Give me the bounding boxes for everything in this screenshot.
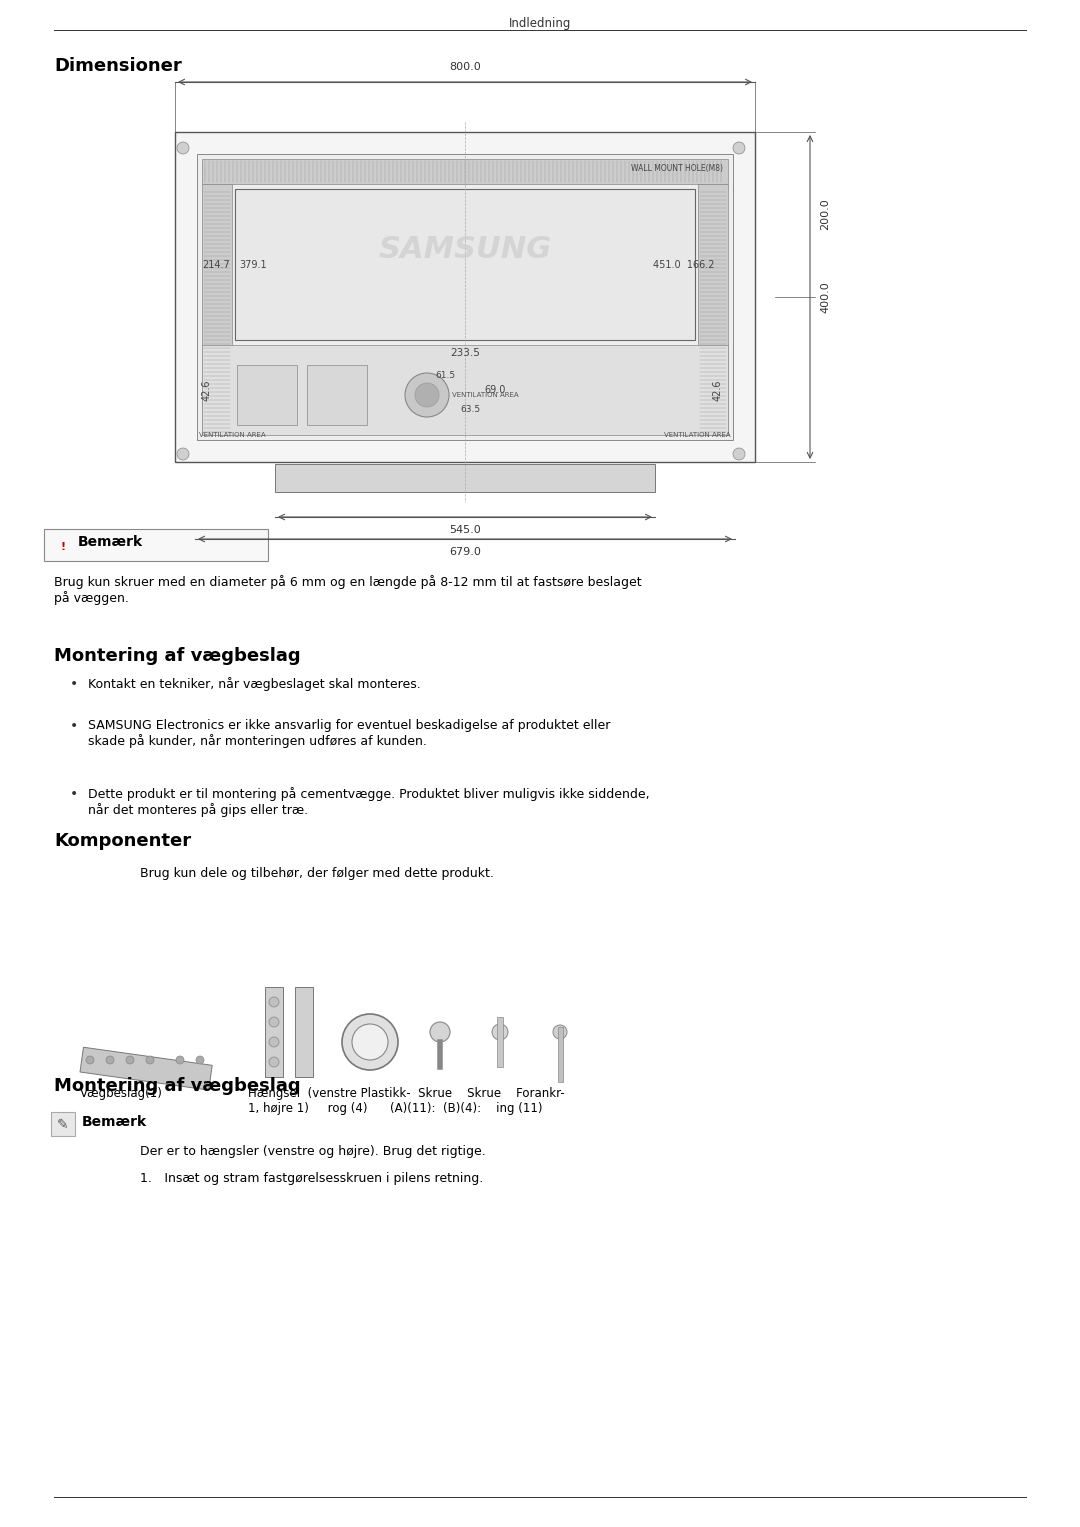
- Text: !: !: [60, 542, 66, 551]
- Circle shape: [195, 1057, 204, 1064]
- Circle shape: [492, 1025, 508, 1040]
- Text: •: •: [70, 786, 78, 802]
- Text: 42.6: 42.6: [202, 379, 212, 400]
- Bar: [275, 464, 654, 492]
- Circle shape: [269, 1057, 279, 1067]
- Bar: [197, 154, 733, 440]
- Text: Montering af vægbeslag: Montering af vægbeslag: [54, 1077, 300, 1095]
- Circle shape: [176, 1057, 184, 1064]
- Circle shape: [430, 1022, 450, 1041]
- Bar: [698, 183, 728, 435]
- Bar: [265, 986, 283, 1077]
- Circle shape: [126, 1057, 134, 1064]
- Text: 451.0  166.2: 451.0 166.2: [653, 260, 715, 269]
- Text: Kontakt en tekniker, når vægbeslaget skal monteres.: Kontakt en tekniker, når vægbeslaget ska…: [87, 676, 421, 692]
- Text: 679.0: 679.0: [449, 547, 481, 557]
- Bar: [202, 183, 232, 435]
- Circle shape: [733, 142, 745, 154]
- FancyBboxPatch shape: [44, 528, 268, 560]
- Text: 400.0: 400.0: [820, 281, 831, 313]
- Text: SAMSUNG Electronics er ikke ansvarlig for eventuel beskadigelse af produktet ell: SAMSUNG Electronics er ikke ansvarlig fo…: [87, 719, 610, 748]
- Text: •: •: [70, 719, 78, 733]
- Text: Der er to hængsler (venstre og højre). Brug det rigtige.: Der er to hængsler (venstre og højre). B…: [140, 1145, 486, 1157]
- Text: Brug kun skruer med en diameter på 6 mm og en længde på 8-12 mm til at fastsøre : Brug kun skruer med en diameter på 6 mm …: [54, 576, 642, 605]
- Bar: [80, 1048, 212, 1090]
- Text: Bemærk: Bemærk: [78, 534, 144, 550]
- Text: Brug kun dele og tilbehør, der følger med dette produkt.: Brug kun dele og tilbehør, der følger me…: [140, 867, 494, 880]
- Text: VENTILATION AREA: VENTILATION AREA: [199, 432, 266, 438]
- Text: WALL MOUNT HOLE(M8): WALL MOUNT HOLE(M8): [631, 163, 723, 173]
- Text: Indledning: Indledning: [509, 17, 571, 31]
- Text: 545.0: 545.0: [449, 525, 481, 534]
- Circle shape: [269, 1037, 279, 1048]
- Circle shape: [733, 447, 745, 460]
- Text: 200.0: 200.0: [820, 199, 831, 231]
- FancyBboxPatch shape: [51, 1112, 75, 1136]
- Bar: [202, 345, 728, 435]
- Text: Dimensioner: Dimensioner: [54, 56, 181, 75]
- Circle shape: [553, 1025, 567, 1038]
- Circle shape: [352, 1025, 388, 1060]
- Circle shape: [269, 1017, 279, 1028]
- Text: Komponenter: Komponenter: [54, 832, 191, 851]
- Text: 63.5: 63.5: [460, 406, 481, 414]
- Text: 379.1: 379.1: [239, 260, 267, 269]
- Bar: [307, 365, 367, 425]
- Text: 42.6: 42.6: [713, 379, 723, 400]
- Text: VENTILATION AREA: VENTILATION AREA: [664, 432, 731, 438]
- Bar: [295, 986, 313, 1077]
- Circle shape: [415, 383, 438, 408]
- Circle shape: [405, 373, 449, 417]
- Circle shape: [177, 142, 189, 154]
- Text: SAMSUNG: SAMSUNG: [378, 235, 552, 264]
- Circle shape: [86, 1057, 94, 1064]
- Circle shape: [177, 447, 189, 460]
- Circle shape: [269, 997, 279, 1006]
- Text: 69.0: 69.0: [484, 385, 505, 395]
- Text: Dette produkt er til montering på cementvægge. Produktet bliver muligvis ikke si: Dette produkt er til montering på cement…: [87, 786, 650, 817]
- Bar: [235, 189, 696, 341]
- Bar: [497, 1017, 503, 1067]
- Circle shape: [342, 1014, 399, 1070]
- Text: 1, højre 1)     rog (4)      (A)(11):  (B)(4):    ing (11): 1, højre 1) rog (4) (A)(11): (B)(4): ing…: [248, 1102, 542, 1115]
- Bar: [175, 131, 755, 463]
- Text: Hængsel  (venstre Plastikk-  Skrue    Skrue    Forankr-: Hængsel (venstre Plastikk- Skrue Skrue F…: [248, 1087, 565, 1099]
- Bar: [557, 1028, 563, 1083]
- Text: 800.0: 800.0: [449, 63, 481, 72]
- Text: •: •: [70, 676, 78, 692]
- Text: 61.5: 61.5: [435, 371, 455, 380]
- Bar: [237, 365, 297, 425]
- Text: Montering af vægbeslag: Montering af vægbeslag: [54, 647, 300, 664]
- Text: Vægbeslag(1): Vægbeslag(1): [80, 1087, 163, 1099]
- Polygon shape: [54, 534, 72, 554]
- Text: VENTILATION AREA: VENTILATION AREA: [451, 392, 518, 399]
- Text: ✎: ✎: [57, 1118, 69, 1132]
- Circle shape: [146, 1057, 154, 1064]
- Text: Bemærk: Bemærk: [82, 1115, 147, 1128]
- Text: 214.7: 214.7: [202, 260, 230, 269]
- Text: 233.5: 233.5: [450, 348, 480, 357]
- Circle shape: [106, 1057, 114, 1064]
- Bar: [202, 159, 728, 183]
- Text: 1. Insæt og stram fastgørelsesskruen i pilens retning.: 1. Insæt og stram fastgørelsesskruen i p…: [140, 1173, 483, 1185]
